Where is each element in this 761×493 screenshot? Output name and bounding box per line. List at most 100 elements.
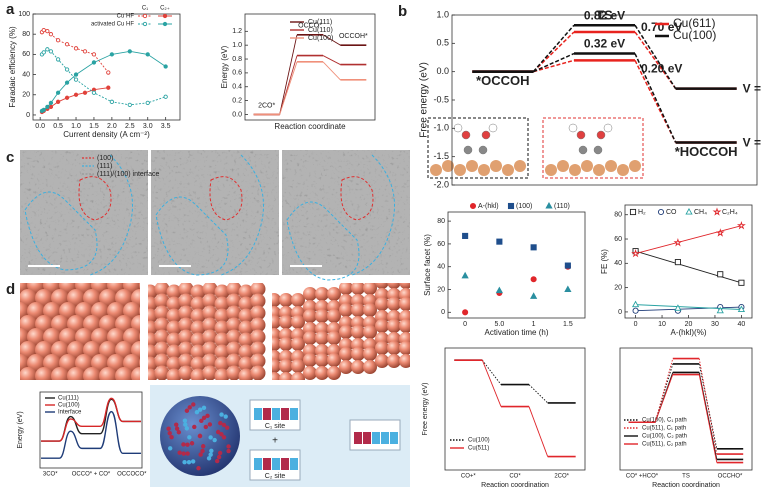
site-atoms (390, 432, 398, 444)
category-label: *OCCOH (476, 73, 529, 88)
marker (91, 52, 97, 57)
y-tick-label: 1.0 (232, 42, 242, 49)
atom (43, 354, 61, 372)
surface-dot (208, 435, 213, 440)
atom (131, 367, 140, 380)
y-axis-label: Energy (eV) (17, 411, 24, 448)
x-tick-label: CO+* (461, 474, 477, 480)
marker (738, 279, 745, 286)
y-tick-label: 0.5 (436, 38, 449, 48)
atom (238, 368, 254, 380)
y-tick-label: 0.6 (232, 70, 242, 77)
atom (303, 366, 317, 380)
legend-label: Cu(511) (468, 446, 489, 452)
atom (291, 359, 305, 373)
connector (322, 55, 341, 65)
marker (631, 249, 641, 258)
atom (226, 305, 242, 321)
connector (322, 61, 341, 81)
marker (163, 64, 168, 69)
marker (142, 21, 148, 27)
x-tick-label: OCCOCO* (117, 472, 147, 478)
atom (99, 289, 117, 307)
atom (272, 359, 281, 373)
legend-label: Cu(100) (308, 35, 333, 42)
atom (178, 293, 194, 309)
molecule-atom (453, 123, 463, 133)
atom (250, 293, 266, 309)
atom (115, 315, 133, 333)
marker (142, 13, 148, 19)
legend-label: Cu(100), C₁ path (642, 418, 687, 424)
site-atoms (354, 432, 362, 444)
atom (387, 341, 401, 355)
marker (737, 305, 746, 313)
surface-dot (201, 444, 206, 449)
connector (698, 372, 718, 460)
marker (162, 13, 168, 19)
legend-label: (100) (516, 203, 532, 210)
cu-atom (466, 160, 478, 172)
y-axis-label: Faradaic efficiency (%) (8, 26, 17, 108)
atom (75, 302, 93, 320)
marker (109, 99, 115, 104)
molecule-atom (568, 123, 578, 133)
atom (226, 317, 242, 333)
atom (363, 360, 377, 374)
atom (351, 347, 365, 361)
marker (736, 221, 746, 230)
surface-dot (209, 448, 214, 453)
atom (154, 329, 170, 345)
site-atoms (281, 408, 289, 420)
marker (145, 52, 150, 57)
legend-label: Cu(100) (58, 403, 80, 409)
trend-line (635, 306, 742, 312)
condition-text: V = 0 V (743, 82, 761, 96)
cu-atom (545, 164, 557, 176)
atom (202, 317, 218, 333)
cu-atom (502, 164, 514, 176)
trend-line (635, 250, 742, 284)
marker (64, 80, 70, 85)
atom (399, 297, 410, 311)
marker (145, 100, 150, 105)
legend-label: activated Cu HF (91, 22, 134, 28)
value-label: 0.32 eV (584, 37, 625, 51)
marker (48, 104, 54, 110)
y-axis-label: Surface facet (%) (423, 234, 432, 296)
y-tick-label: 0.4 (232, 84, 242, 91)
surface-dot (182, 460, 187, 465)
x-tick-label: 10 (658, 321, 666, 328)
connector (654, 358, 674, 423)
condition-label: V = 0 VRHE (743, 82, 761, 98)
marker (462, 232, 469, 239)
atom (107, 328, 125, 346)
category-label: *HOCCOH (675, 144, 738, 159)
atom (375, 319, 389, 333)
surface-dot (201, 405, 207, 411)
marker (45, 104, 50, 110)
facet-outline (286, 201, 360, 281)
marker (461, 271, 469, 279)
surface-dot (199, 418, 204, 424)
plot-frame (444, 347, 586, 471)
atom (35, 367, 53, 380)
plot-frame (447, 211, 586, 319)
y-tick-label: -2.0 (433, 179, 449, 189)
atom (139, 306, 140, 316)
x-tick-label: CO* +HCO* (626, 474, 659, 480)
surface-dot (174, 422, 179, 427)
atom (399, 319, 410, 333)
cu-atom (514, 160, 526, 172)
atom (272, 337, 281, 351)
surface-dot (189, 441, 195, 446)
atom (351, 283, 365, 295)
atom (202, 353, 218, 369)
atom (387, 319, 401, 333)
surface-dot (197, 433, 203, 439)
atom (154, 365, 170, 380)
y-tick-label: 20 (614, 284, 622, 291)
legend-label: Cu(100) (673, 28, 716, 42)
atom (279, 293, 293, 307)
